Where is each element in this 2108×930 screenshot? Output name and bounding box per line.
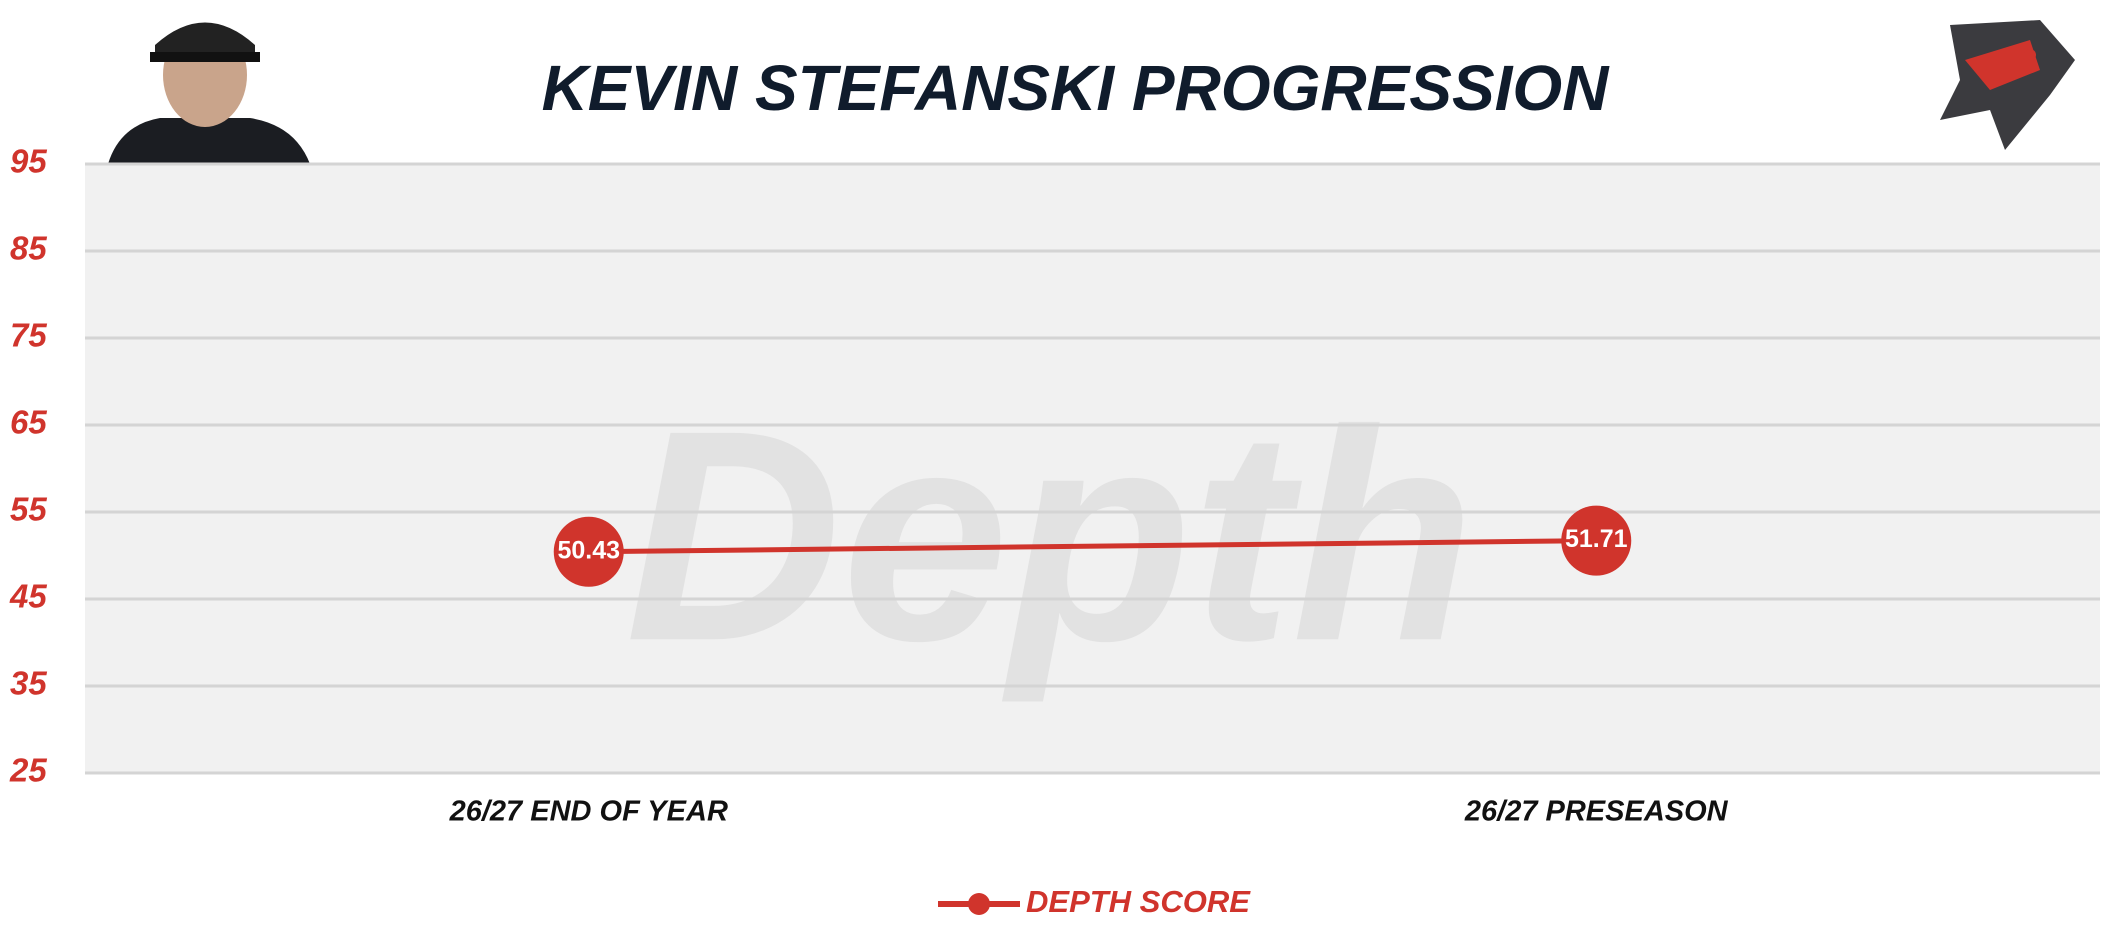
y-tick-label: 95 — [10, 143, 47, 180]
y-tick-label: 45 — [9, 578, 47, 615]
x-tick-label: 26/27 END OF YEAR — [449, 796, 728, 828]
y-tick-label: 25 — [9, 752, 47, 789]
legend: DEPTH SCORE — [938, 884, 1251, 919]
team-logo — [1940, 20, 2075, 150]
y-tick-label: 65 — [10, 404, 47, 441]
watermark: Depth — [625, 367, 1475, 705]
y-tick-label: 35 — [10, 665, 47, 702]
line — [588, 538, 1597, 555]
legend-marker — [968, 893, 990, 915]
y-tick-label: 75 — [10, 317, 47, 354]
data-label: 50.43 — [557, 536, 620, 564]
legend-label: DEPTH SCORE — [1026, 884, 1251, 919]
point — [1561, 505, 1632, 576]
y-tick-label: 55 — [10, 491, 47, 528]
x-tick-label: 26/27 PRESEASON — [1464, 796, 1729, 828]
coach-photo — [108, 22, 310, 164]
data-label: 51.71 — [1565, 525, 1628, 553]
y-tick-label: 85 — [10, 230, 47, 267]
plot-area — [85, 164, 2100, 773]
point — [553, 516, 624, 587]
chart-title: KEVIN STEFANSKI PROGRESSION — [542, 52, 1611, 124]
